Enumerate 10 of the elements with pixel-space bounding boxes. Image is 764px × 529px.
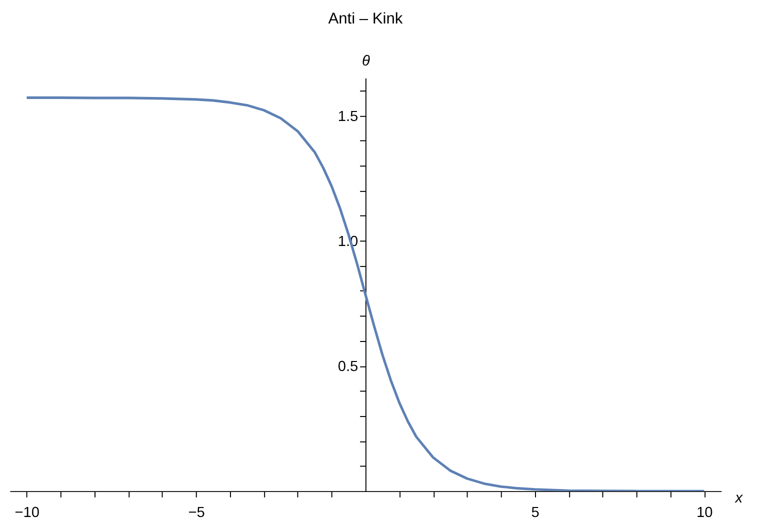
x-axis-title: x bbox=[734, 490, 744, 506]
line-series bbox=[25, 96, 706, 492]
y-axis-title: θ bbox=[362, 54, 370, 70]
x-tick-label: −10 bbox=[14, 504, 40, 521]
x-tick-label: −5 bbox=[188, 504, 205, 521]
y-tick-label: 0.5 bbox=[338, 359, 358, 376]
x-tick-label: 10 bbox=[696, 504, 713, 521]
chart-title: Anti – Kink bbox=[328, 10, 403, 28]
y-tick-label: 1.5 bbox=[338, 108, 358, 125]
x-tick-label: 5 bbox=[531, 504, 540, 521]
